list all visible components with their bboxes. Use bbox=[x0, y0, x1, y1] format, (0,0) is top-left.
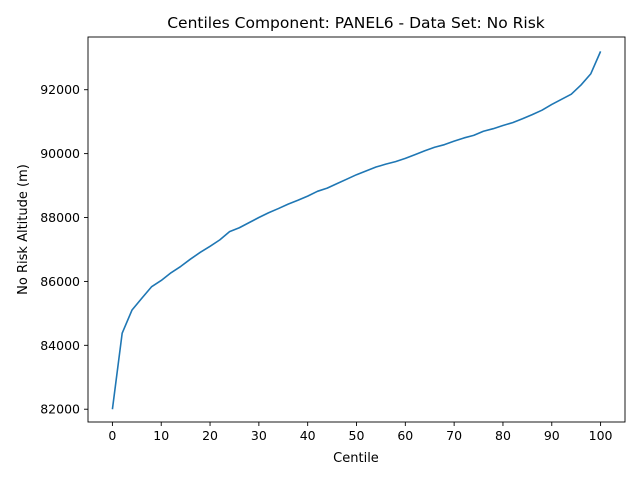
x-tick-label: 100 bbox=[589, 428, 613, 443]
y-axis-label: No Risk Altitude (m) bbox=[16, 164, 31, 295]
y-tick-label: 88000 bbox=[40, 210, 80, 225]
x-axis: 0 10 20 30 40 50 60 70 80 90 100 bbox=[108, 422, 613, 443]
x-axis-label: Centile bbox=[333, 451, 379, 466]
y-tick-label: 92000 bbox=[40, 82, 80, 97]
x-tick-label: 0 bbox=[108, 428, 116, 443]
x-tick-label: 30 bbox=[251, 428, 267, 443]
x-tick-label: 10 bbox=[153, 428, 169, 443]
y-tick-label: 84000 bbox=[40, 338, 80, 353]
x-tick-label: 90 bbox=[544, 428, 560, 443]
x-tick-label: 80 bbox=[495, 428, 511, 443]
x-tick-label: 60 bbox=[397, 428, 413, 443]
y-tick-label: 90000 bbox=[40, 146, 80, 161]
y-axis: 82000 84000 86000 88000 90000 92000 bbox=[40, 82, 88, 417]
y-tick-label: 86000 bbox=[40, 274, 80, 289]
x-tick-label: 20 bbox=[202, 428, 218, 443]
x-tick-label: 40 bbox=[300, 428, 316, 443]
chart-title: Centiles Component: PANEL6 - Data Set: N… bbox=[167, 14, 545, 32]
x-tick-label: 70 bbox=[446, 428, 462, 443]
y-tick-label: 82000 bbox=[40, 402, 80, 417]
x-tick-label: 50 bbox=[349, 428, 365, 443]
series-line bbox=[111, 51, 602, 410]
